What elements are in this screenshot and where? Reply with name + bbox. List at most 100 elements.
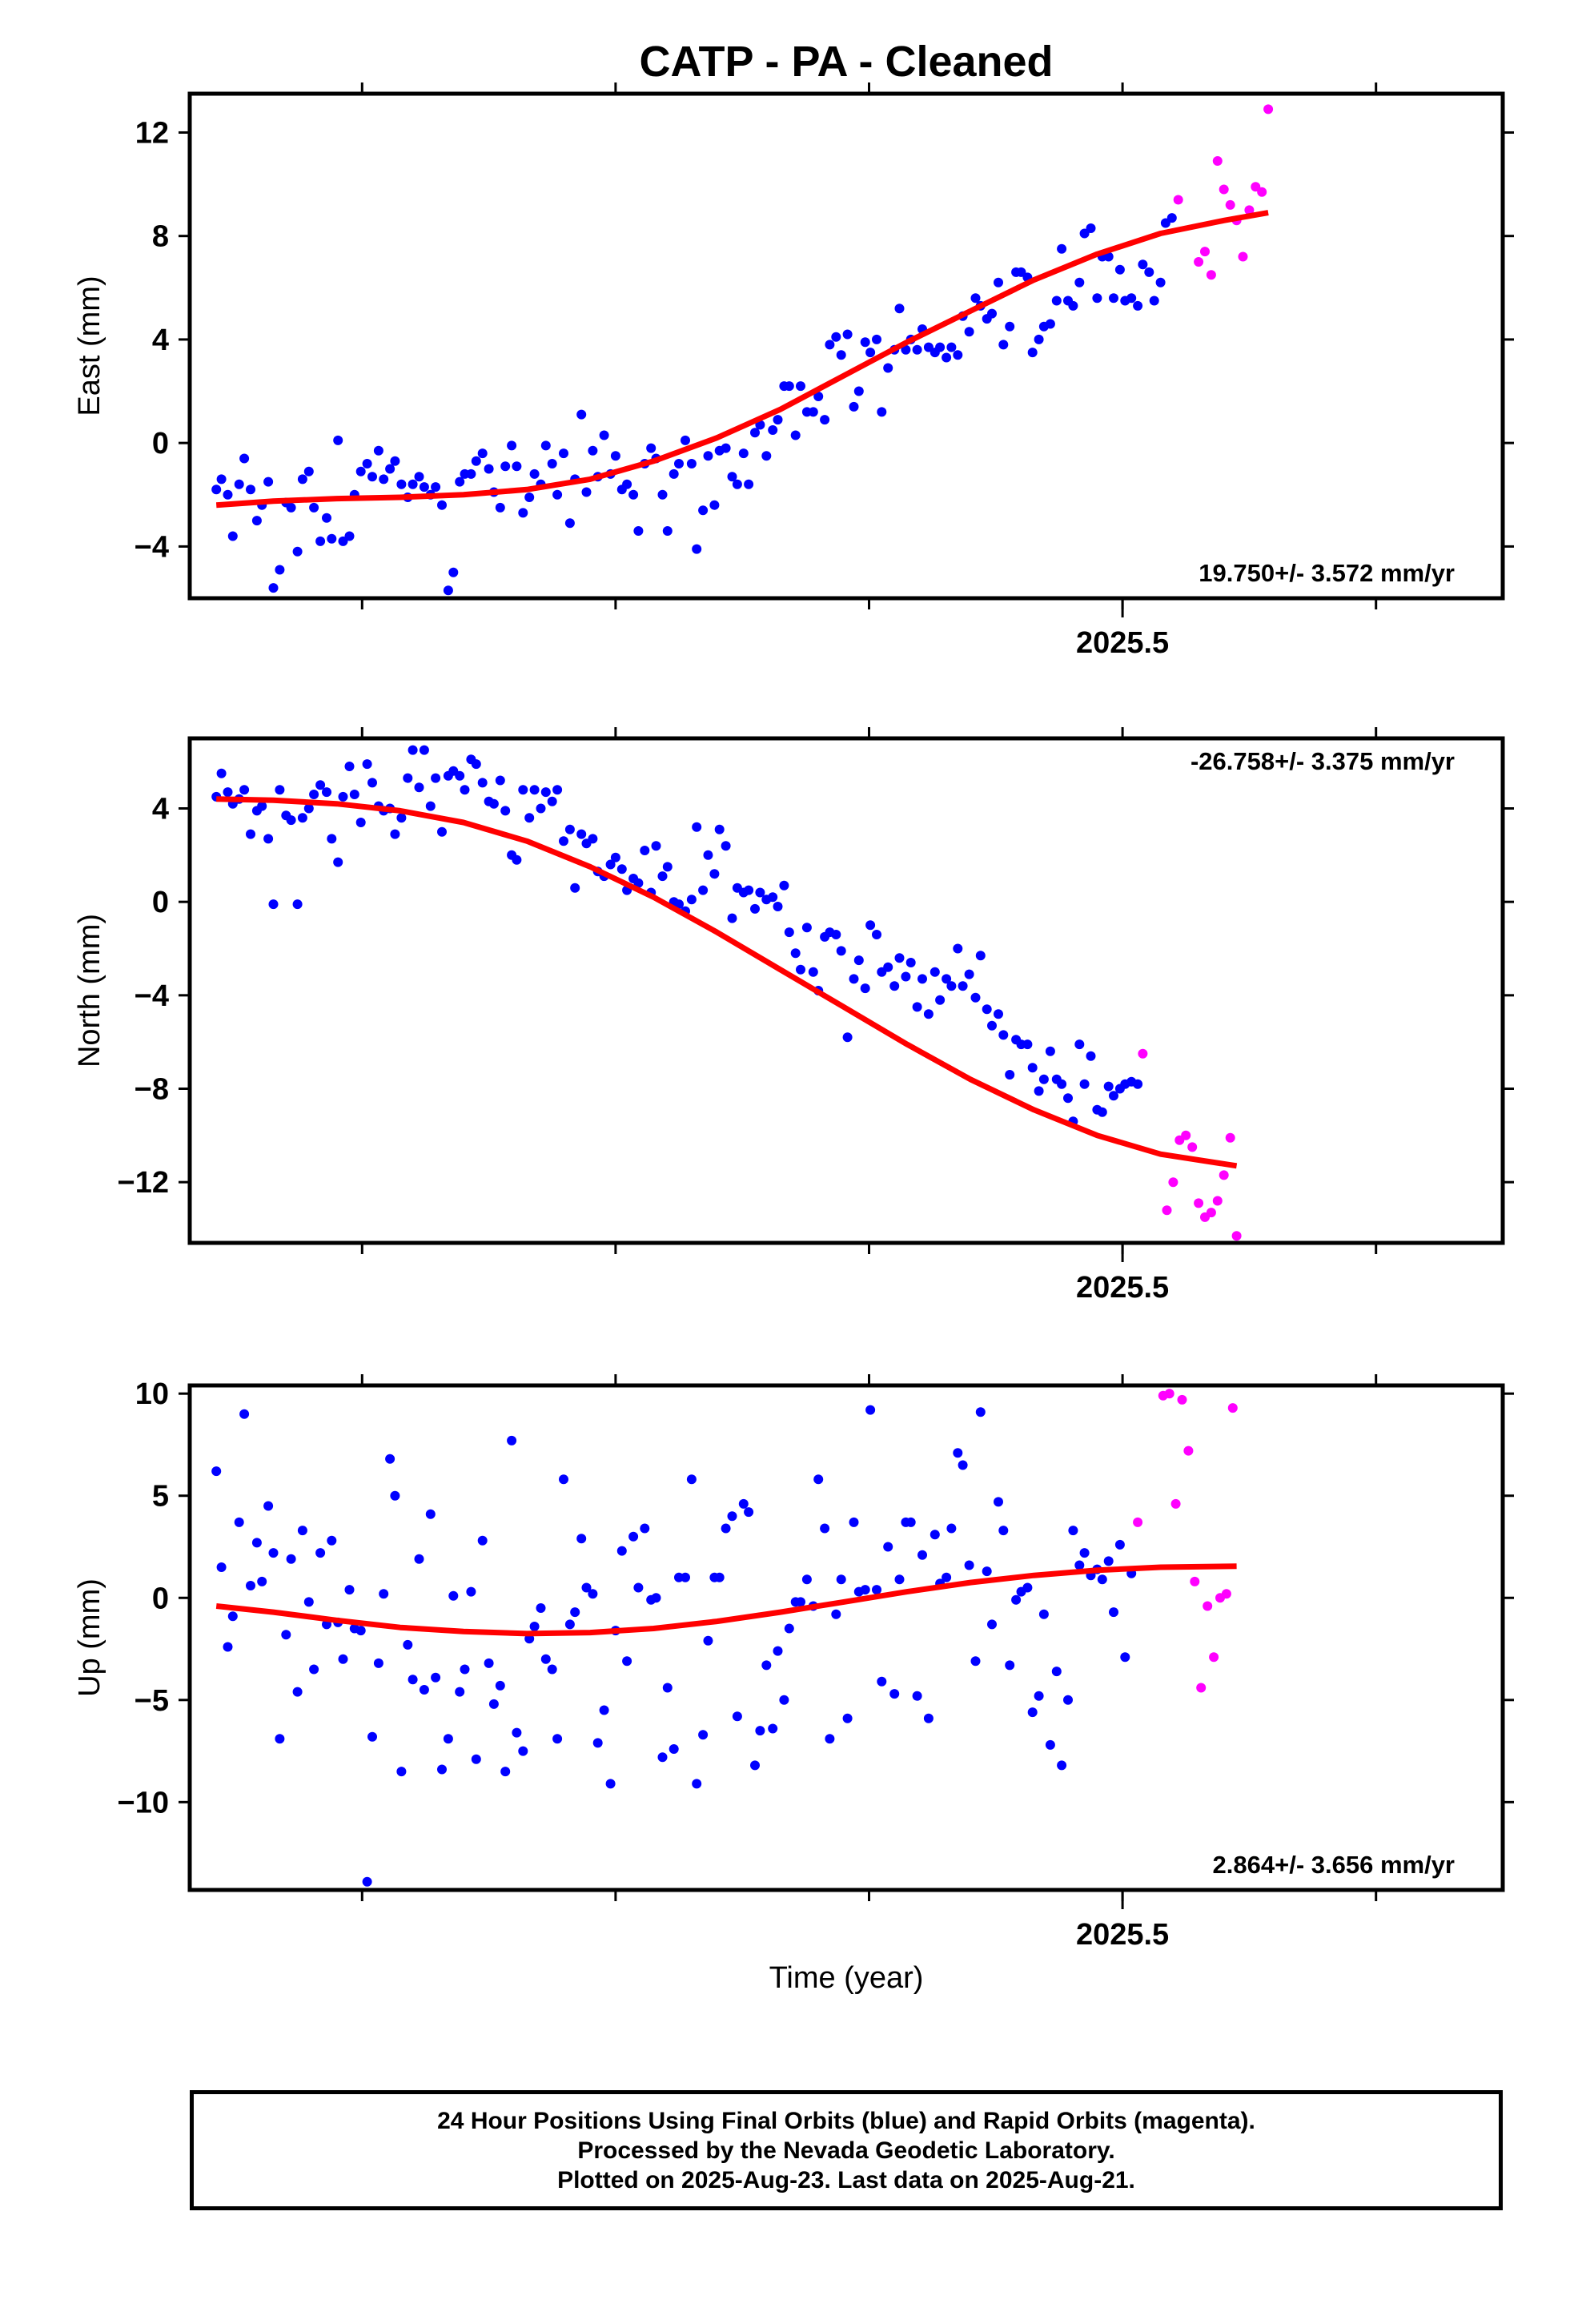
north-final-point bbox=[894, 953, 905, 963]
east-final-point bbox=[912, 344, 922, 355]
up-final-point bbox=[923, 1713, 934, 1723]
up-final-point bbox=[396, 1767, 407, 1777]
east-final-point bbox=[507, 440, 517, 451]
east-final-point bbox=[808, 407, 818, 417]
north-final-point bbox=[431, 773, 441, 783]
north-rapid-point bbox=[1231, 1231, 1242, 1241]
east-final-point bbox=[495, 502, 505, 513]
up-rapid-point bbox=[1203, 1601, 1213, 1611]
up-final-point bbox=[1034, 1691, 1044, 1701]
up-final-point bbox=[964, 1560, 974, 1570]
up-final-point bbox=[518, 1746, 528, 1756]
up-final-point bbox=[425, 1509, 436, 1519]
up-final-point bbox=[987, 1619, 997, 1630]
figure-title: CATP - PA - Cleaned bbox=[639, 38, 1053, 86]
east-final-point bbox=[512, 461, 522, 472]
up-final-point bbox=[994, 1497, 1003, 1507]
east-final-point bbox=[998, 340, 1009, 350]
north-final-point bbox=[355, 818, 366, 827]
up-plot-frame bbox=[187, 1383, 1505, 1892]
up-final-point bbox=[251, 1538, 262, 1548]
up-final-point bbox=[779, 1695, 789, 1705]
up-final-point bbox=[379, 1589, 389, 1599]
east-final-point bbox=[853, 386, 864, 396]
north-final-point bbox=[853, 955, 864, 966]
north-final-point bbox=[414, 782, 424, 793]
north-final-point bbox=[1057, 1079, 1067, 1089]
north-final-point bbox=[512, 854, 522, 865]
north-final-point bbox=[662, 862, 673, 872]
north-final-point bbox=[842, 1032, 853, 1043]
north-final-point bbox=[889, 981, 900, 991]
up-rapid-point bbox=[1133, 1517, 1143, 1527]
east-panel: −4 0 4 8 12 2025.5 East (mm) 19.750+/- 3.572 mm… bbox=[73, 82, 1514, 660]
north-rapid-point bbox=[1187, 1142, 1198, 1152]
north-final-point bbox=[912, 1002, 922, 1012]
up-final-point bbox=[512, 1727, 522, 1738]
east-rapid-point bbox=[1200, 247, 1210, 257]
north-final-point bbox=[860, 983, 870, 994]
up-final-point bbox=[681, 1572, 690, 1582]
east-final-point bbox=[1138, 259, 1148, 270]
up-final-point bbox=[883, 1542, 893, 1552]
east-final-point bbox=[732, 479, 742, 489]
up-final-point bbox=[327, 1535, 337, 1546]
north-final-point bbox=[1045, 1046, 1055, 1056]
up-final-point bbox=[540, 1654, 551, 1664]
up-final-point bbox=[460, 1664, 470, 1675]
up-final-point bbox=[338, 1654, 348, 1664]
up-final-point bbox=[286, 1554, 296, 1564]
east-final-point bbox=[385, 464, 396, 474]
up-final-point bbox=[865, 1405, 876, 1415]
north-final-point bbox=[970, 992, 981, 1003]
east-final-point bbox=[322, 513, 331, 523]
footer-line-processor: Processed by the Nevada Geodetic Laborat… bbox=[577, 2137, 1115, 2164]
east-final-point bbox=[813, 392, 824, 401]
north-final-point bbox=[322, 787, 331, 798]
east-final-point bbox=[576, 409, 587, 420]
up-final-point bbox=[385, 1454, 396, 1464]
north-final-point bbox=[1079, 1079, 1090, 1089]
footer-line-dates: Plotted on 2025-Aug-23. Last data on 202… bbox=[557, 2166, 1135, 2193]
up-final-point bbox=[605, 1779, 616, 1789]
north-final-point bbox=[500, 806, 511, 816]
north-rapid-point bbox=[1219, 1170, 1229, 1180]
east-final-point bbox=[1149, 296, 1159, 306]
north-final-point bbox=[315, 780, 326, 790]
up-final-point bbox=[930, 1530, 940, 1540]
east-final-point bbox=[831, 332, 841, 342]
north-final-point bbox=[1027, 1063, 1038, 1073]
east-final-point bbox=[681, 435, 690, 445]
east-final-point bbox=[646, 443, 656, 453]
east-final-point bbox=[784, 381, 794, 392]
up-ytick-label: 0 bbox=[152, 1582, 169, 1615]
up-final-point bbox=[443, 1734, 453, 1744]
east-final-point bbox=[836, 350, 846, 360]
east-final-point bbox=[292, 546, 303, 557]
up-final-point bbox=[622, 1656, 632, 1667]
up-final-point bbox=[431, 1672, 441, 1683]
north-final-point bbox=[923, 1009, 934, 1019]
north-final-point bbox=[784, 927, 794, 938]
east-final-point bbox=[484, 464, 494, 474]
up-final-point bbox=[495, 1680, 505, 1691]
east-final-point bbox=[251, 516, 262, 526]
north-final-point bbox=[547, 796, 557, 806]
north-final-point bbox=[1097, 1107, 1107, 1117]
north-final-point bbox=[216, 768, 227, 778]
east-final-point bbox=[338, 536, 348, 546]
up-final-point bbox=[998, 1526, 1009, 1536]
north-final-point bbox=[692, 822, 702, 832]
north-final-point bbox=[721, 841, 731, 851]
east-final-point bbox=[773, 415, 783, 425]
up-final-point bbox=[403, 1639, 413, 1650]
north-final-point bbox=[1074, 1039, 1085, 1050]
north-final-point bbox=[286, 815, 296, 826]
north-final-point bbox=[779, 880, 789, 891]
up-final-point bbox=[912, 1691, 922, 1701]
east-final-point bbox=[303, 466, 314, 476]
north-final-point bbox=[709, 869, 720, 879]
east-final-point bbox=[698, 505, 709, 516]
up-final-point bbox=[714, 1572, 725, 1582]
up-final-point bbox=[738, 1498, 749, 1509]
